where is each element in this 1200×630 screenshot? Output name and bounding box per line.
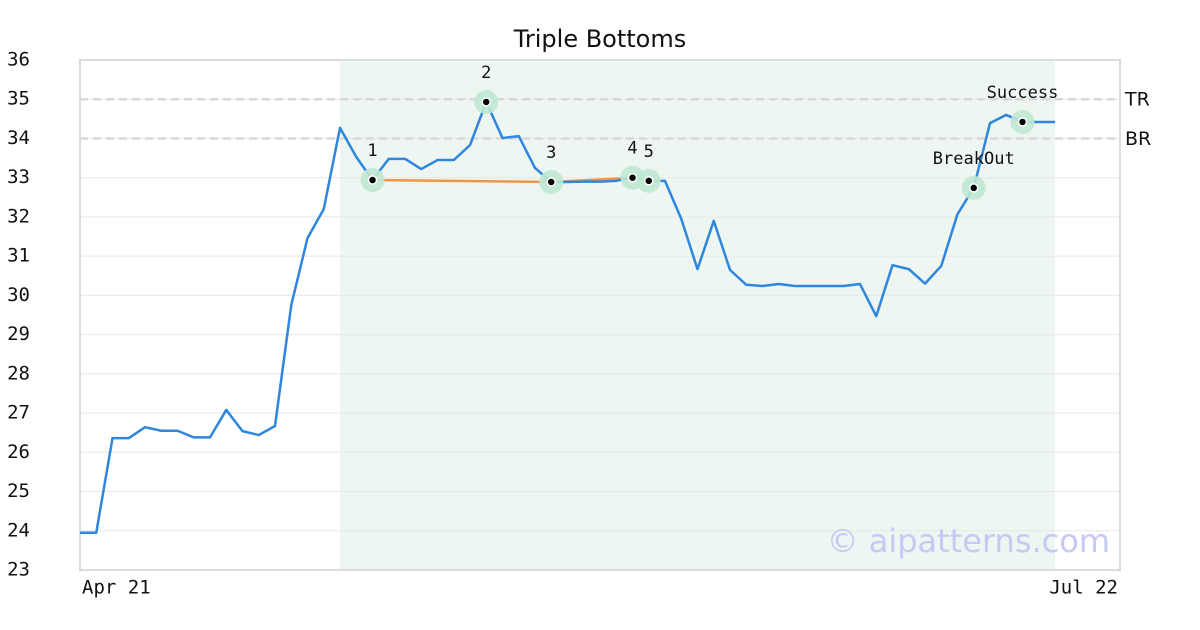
y-tick-label: 29	[7, 323, 30, 345]
x-tick-label: Jul 22	[1049, 577, 1118, 599]
y-tick-label: 31	[7, 245, 30, 267]
chart-title: Triple Bottoms	[513, 25, 687, 53]
x-tick-label: Apr 21	[82, 577, 151, 599]
pattern-region	[340, 60, 1055, 570]
y-tick-label: 34	[7, 127, 30, 149]
y-tick-label: 28	[7, 362, 30, 384]
marker-label: 2	[481, 63, 491, 83]
y-tick-label: 36	[7, 49, 30, 71]
watermark: © aipatterns.com	[827, 522, 1110, 560]
y-tick-label: 33	[7, 166, 30, 188]
y-tick-label: 25	[7, 480, 30, 502]
reference-label: BR	[1125, 128, 1151, 150]
marker-dot	[481, 97, 491, 107]
price-line	[80, 100, 1055, 534]
y-tick-label: 23	[7, 559, 30, 581]
marker-dot	[627, 172, 638, 183]
marker-label: BreakOut	[933, 149, 1015, 169]
plot-frame	[79, 59, 1121, 571]
y-tick-label: 26	[7, 441, 30, 463]
marker-label: 1	[367, 141, 377, 161]
y-tick-label: 27	[7, 402, 30, 424]
marker-dot	[367, 175, 378, 185]
y-tick-label: 35	[7, 88, 30, 110]
marker-label: Success	[987, 83, 1059, 103]
y-tick-label: 30	[7, 284, 30, 306]
marker-dot	[546, 177, 556, 187]
marker-label: 3	[546, 143, 556, 163]
marker-dot	[1017, 117, 1028, 127]
marker-label: 5	[644, 142, 654, 162]
marker-dot	[969, 183, 979, 193]
marker-dot	[644, 176, 654, 186]
y-tick-label: 24	[7, 519, 30, 541]
marker-label: 4	[627, 139, 637, 159]
reference-label: TR	[1124, 89, 1150, 111]
y-tick-label: 32	[7, 205, 30, 227]
